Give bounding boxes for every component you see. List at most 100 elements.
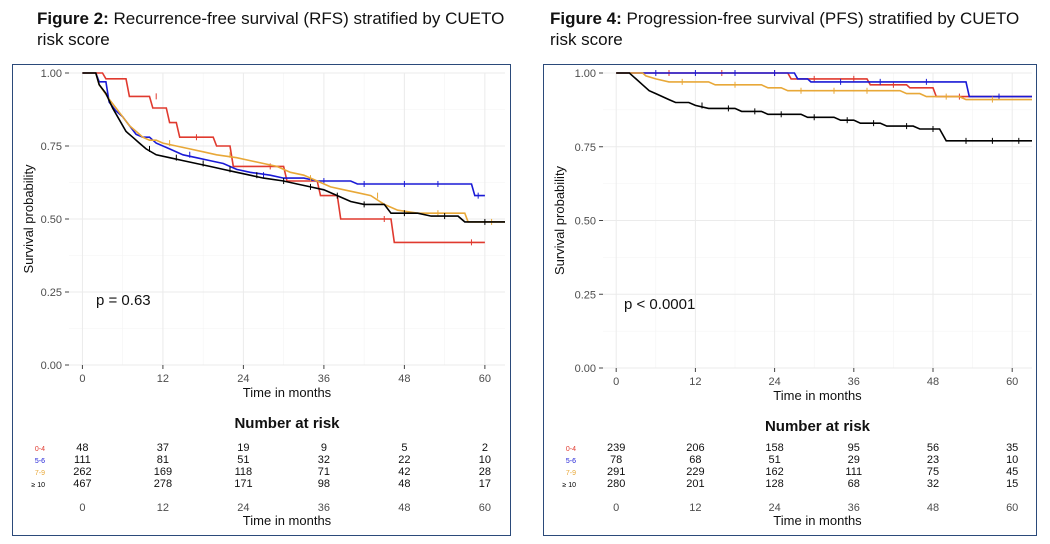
risk-time-label: 60	[1006, 502, 1018, 514]
risk-value: 10	[479, 454, 491, 466]
survival-curve	[616, 72, 1032, 101]
figure-4-caption-line2: risk score	[550, 30, 623, 49]
risk-value: 15	[1006, 478, 1018, 490]
risk-value: 28	[479, 466, 491, 478]
risk-value: 111	[845, 466, 862, 478]
risk-time-label: 0	[613, 502, 619, 514]
figure-4-caption-bold: Figure 4:	[550, 9, 622, 28]
risk-x-axis-title: Time in months	[243, 513, 332, 528]
x-tick-label: 60	[479, 373, 491, 385]
risk-value: 128	[765, 478, 783, 490]
risk-value: 229	[686, 466, 704, 478]
risk-value: 171	[234, 478, 252, 490]
risk-value: 10	[1006, 454, 1018, 466]
risk-row-label: 7-9	[35, 470, 45, 477]
risk-value: 29	[848, 454, 860, 466]
risk-value: 201	[686, 478, 704, 490]
risk-row-label: ≥ 10	[31, 482, 45, 489]
y-axis-title: Survival probability	[21, 164, 36, 274]
y-tick-label: 0.00	[41, 360, 62, 372]
series-0	[82, 72, 485, 246]
grid-lines	[69, 72, 505, 366]
figure-4-panel: 0.00 0.25 0.50 0.75 1.00 0 12 24 36 48 60 Time in m…	[543, 64, 1037, 536]
x-tick-label: 48	[398, 373, 410, 385]
x-axis-title: Time in months	[773, 388, 862, 403]
figure-2-caption: Figure 2: Recurrence-free survival (RFS)…	[37, 8, 504, 50]
y-tick-label: 0.25	[575, 289, 596, 301]
x-tick-label: 36	[848, 376, 860, 388]
risk-value: 51	[768, 454, 780, 466]
figure-2-caption-text: Recurrence-free survival (RFS) stratifie…	[108, 9, 505, 28]
risk-value: 35	[1006, 442, 1018, 454]
risk-row-label: ≥ 10	[562, 482, 576, 489]
risk-x-axis-title: Time in months	[773, 513, 862, 528]
survival-curve	[82, 72, 505, 223]
survival-curve	[82, 72, 485, 244]
risk-row-label: 7-9	[566, 470, 576, 477]
figure-4-chart: 0.00 0.25 0.50 0.75 1.00 0 12 24 36 48 60 Time in m…	[552, 68, 1032, 528]
p-value-annotation: p < 0.0001	[624, 296, 695, 313]
risk-time-label: 36	[318, 502, 330, 514]
x-tick-label: 36	[318, 373, 330, 385]
figure-2-caption-bold: Figure 2:	[37, 9, 109, 28]
figure-4-caption-text: Progression-free survival (PFS) stratifi…	[621, 9, 1020, 28]
series-2	[82, 72, 505, 225]
figure-2-caption-line2: risk score	[37, 30, 110, 49]
risk-time-label: 12	[689, 502, 701, 514]
risk-value: 22	[398, 454, 410, 466]
y-tick-label: 0.50	[575, 216, 596, 228]
y-tick-label: 0.75	[575, 142, 596, 154]
risk-value: 48	[76, 442, 88, 454]
survival-curve	[616, 72, 1032, 98]
risk-table-title: Number at risk	[765, 418, 871, 435]
y-tick-label: 1.00	[575, 68, 596, 80]
x-tick-label: 0	[613, 376, 619, 388]
risk-value: 169	[154, 466, 172, 478]
risk-value: 98	[318, 478, 330, 490]
y-tick-label: 0.25	[41, 287, 62, 299]
risk-value: 23	[927, 454, 939, 466]
risk-value: 68	[848, 478, 860, 490]
risk-value: 51	[237, 454, 249, 466]
risk-value: 280	[607, 478, 625, 490]
p-value-annotation: p = 0.63	[96, 292, 151, 309]
risk-value: 291	[607, 466, 625, 478]
risk-row-label: 5-6	[35, 458, 45, 465]
risk-value: 95	[848, 442, 860, 454]
risk-time-label: 60	[479, 502, 491, 514]
x-tick-label: 12	[157, 373, 169, 385]
risk-value: 162	[765, 466, 783, 478]
risk-row-label: 0-4	[566, 446, 576, 453]
risk-value: 56	[927, 442, 939, 454]
series-3	[82, 72, 505, 225]
figure-4-caption: Figure 4: Progression-free survival (PFS…	[550, 8, 1019, 50]
survival-curve	[616, 72, 1032, 98]
risk-time-label: 48	[398, 502, 410, 514]
y-tick-label: 1.00	[41, 68, 62, 80]
y-tick-label: 0.50	[41, 214, 62, 226]
risk-value: 48	[398, 478, 410, 490]
x-tick-label: 12	[689, 376, 701, 388]
risk-value: 2	[482, 442, 488, 454]
risk-value: 5	[401, 442, 407, 454]
risk-value: 78	[610, 454, 622, 466]
risk-value: 158	[765, 442, 783, 454]
risk-value: 111	[74, 454, 91, 466]
risk-value: 9	[321, 442, 327, 454]
risk-time-label: 24	[768, 502, 780, 514]
y-axis-title: Survival probability	[552, 165, 567, 275]
x-tick-label: 0	[79, 373, 85, 385]
risk-row-label: 0-4	[35, 446, 45, 453]
x-tick-label: 24	[768, 376, 780, 388]
risk-row-label: 5-6	[566, 458, 576, 465]
risk-table-title: Number at risk	[234, 415, 340, 432]
risk-time-label: 24	[237, 502, 249, 514]
risk-value: 262	[73, 466, 91, 478]
series-2	[616, 72, 1032, 103]
y-tick-label: 0.00	[575, 363, 596, 375]
risk-time-label: 0	[79, 502, 85, 514]
risk-value: 81	[157, 454, 169, 466]
risk-value: 75	[927, 466, 939, 478]
risk-time-label: 36	[848, 502, 860, 514]
survival-curve	[616, 72, 1032, 142]
